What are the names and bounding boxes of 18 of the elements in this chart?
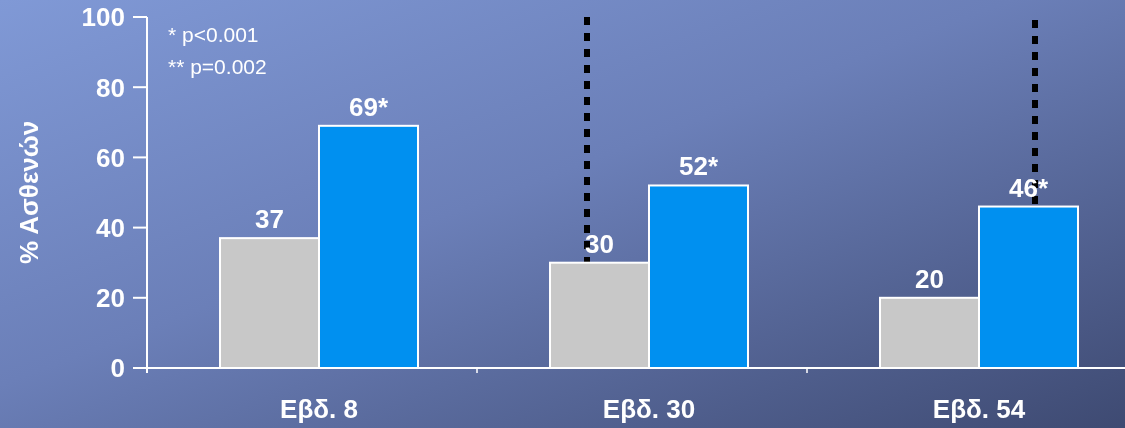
data-label: 30 — [585, 228, 614, 259]
data-label: 20 — [915, 263, 944, 294]
y-tick-label: 0 — [110, 353, 125, 384]
y-axis-title: % Ασθενών — [14, 120, 44, 265]
data-label: 52* — [678, 151, 719, 182]
x-tick-label: Εβδ. 8 — [280, 394, 358, 424]
y-tick-label: 60 — [96, 142, 125, 173]
y-tick-label: 100 — [81, 2, 125, 33]
annotation: * p<0.001 — [168, 23, 259, 46]
x-tick-label: Εβδ. 30 — [602, 394, 696, 424]
x-tick-label: Εβδ. 54 — [932, 394, 1026, 424]
data-label: 37 — [255, 204, 284, 235]
y-tick-label: 20 — [96, 283, 125, 314]
annotation: ** p=0.002 — [168, 55, 267, 78]
data-label: 46* — [1008, 172, 1049, 203]
data-label: 69* — [348, 91, 389, 122]
y-tick-label: 80 — [96, 72, 125, 103]
y-tick-label: 40 — [96, 212, 125, 243]
